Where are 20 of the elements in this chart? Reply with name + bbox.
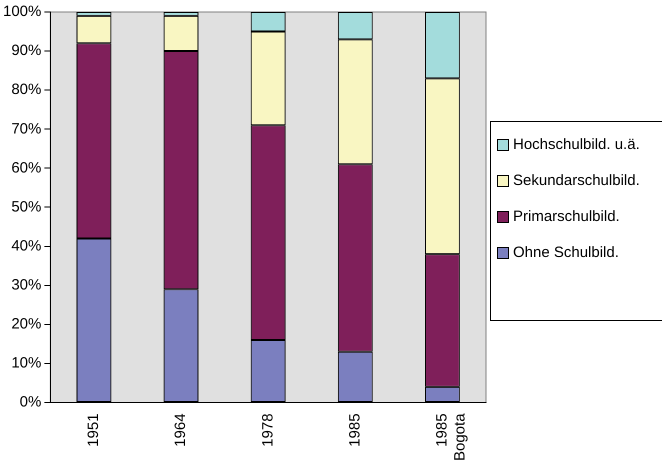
y-tick-label: 30% (11, 276, 42, 294)
y-tick-label: 20% (11, 316, 42, 333)
y-tick-label: 90% (11, 42, 42, 60)
y-tick-label: 50% (11, 198, 42, 216)
x-tick-label: 1985 Bogota (434, 412, 469, 462)
y-tick-label: 80% (11, 81, 42, 98)
y-tick-label: 60% (11, 159, 42, 176)
legend-label: Sekundarschulbild. (513, 172, 640, 190)
y-tick-label: 100% (2, 3, 42, 20)
y-tick-label: 70% (11, 120, 42, 138)
y-tick-label: 10% (11, 354, 42, 372)
x-tick-label: 1964 (172, 413, 190, 447)
x-tick-label: 1951 (85, 413, 102, 447)
legend-label: Ohne Schulbild. (513, 244, 619, 262)
x-tick-label: 1978 (259, 413, 276, 447)
x-tick-label: 1985 (346, 413, 364, 447)
legend-label: Hochschulbild. u.ä. (513, 136, 640, 154)
y-tick-label: 40% (11, 237, 42, 254)
y-tick-label: 0% (20, 394, 42, 411)
legend-label: Primarschulbild. (513, 208, 620, 226)
